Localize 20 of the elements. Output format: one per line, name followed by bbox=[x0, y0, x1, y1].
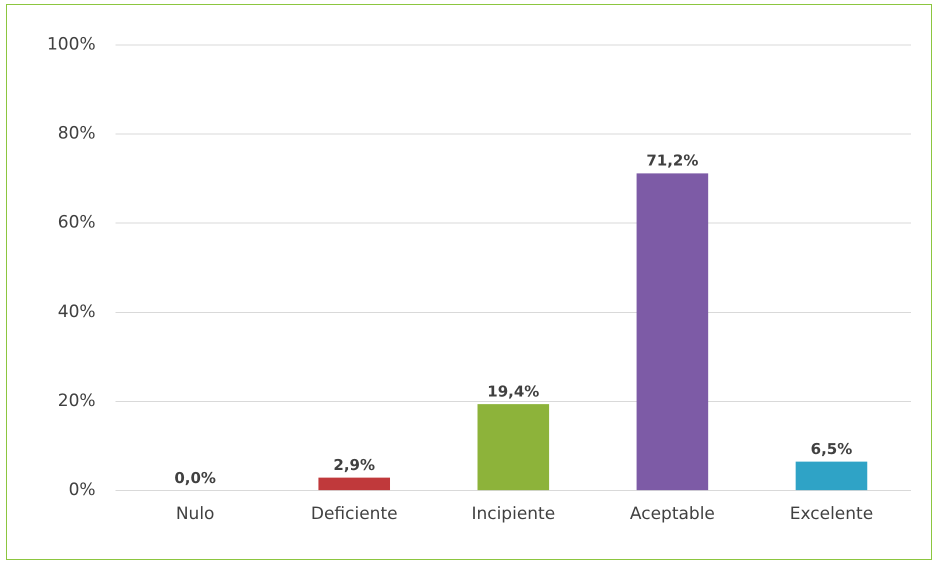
data-label: 0,0% bbox=[174, 468, 216, 487]
data-label: 71,2% bbox=[646, 152, 698, 170]
y-tick-label: 40% bbox=[58, 302, 96, 322]
bar bbox=[318, 478, 390, 490]
y-tick-label: 0% bbox=[68, 480, 96, 500]
bar bbox=[796, 462, 868, 490]
bar bbox=[478, 404, 550, 490]
y-tick-label: 100% bbox=[46, 34, 96, 54]
x-tick-label: Incipiente bbox=[471, 504, 556, 524]
y-tick-label: 20% bbox=[58, 390, 96, 411]
x-tick-label: Deficiente bbox=[310, 504, 398, 524]
data-label: 2,9% bbox=[333, 456, 376, 474]
y-tick-label: 80% bbox=[58, 124, 96, 144]
x-tick-label: Excelente bbox=[790, 504, 874, 524]
bar bbox=[636, 173, 708, 490]
y-tick-label: 60% bbox=[58, 212, 96, 233]
x-tick-label: Aceptable bbox=[630, 504, 715, 524]
data-label: 19,4% bbox=[487, 382, 540, 401]
x-tick-label: Nulo bbox=[176, 504, 214, 524]
data-label: 6,5% bbox=[810, 440, 852, 458]
